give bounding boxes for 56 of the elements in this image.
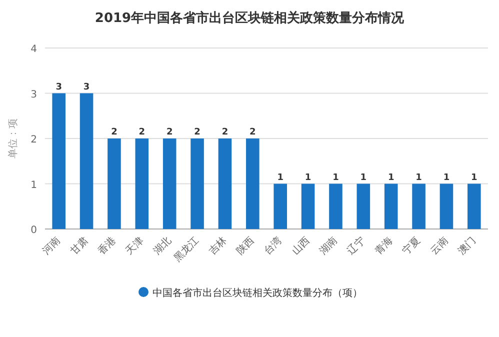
bar [329, 184, 342, 229]
x-tick-label: 台湾 [262, 234, 284, 258]
x-tick-label: 澳门 [456, 234, 478, 258]
data-label: 1 [332, 172, 339, 183]
bar [52, 93, 66, 229]
x-tick-label: 湖南 [317, 234, 340, 258]
x-tick-label: 吉林 [206, 234, 230, 258]
x-tick-label: 云南 [428, 234, 451, 258]
y-tick-label: 4 [30, 44, 37, 55]
x-tick-label: 湖北 [151, 234, 174, 258]
x-tick-label: 山西 [289, 234, 312, 258]
y-tick-label: 2 [30, 134, 37, 146]
data-label: 1 [304, 172, 312, 183]
data-label: 1 [360, 172, 367, 183]
bar [468, 184, 481, 229]
bar [80, 93, 94, 229]
data-label: 1 [443, 172, 450, 183]
x-tick-label: 辽宁 [344, 234, 368, 258]
data-label: 1 [277, 172, 284, 183]
x-tick-label: 香港 [96, 234, 118, 258]
y-tick-label: 1 [30, 180, 37, 191]
bar [162, 138, 176, 229]
data-label: 2 [138, 128, 146, 138]
chart-title: 2019年中国各省市出台区块链相关政策数量分布情况 [94, 10, 406, 26]
x-tick-label: 甘肃 [68, 234, 91, 258]
data-label: 1 [416, 172, 422, 183]
bar [246, 138, 260, 229]
bar [412, 184, 426, 229]
data-label: 3 [83, 82, 90, 92]
bar [384, 184, 398, 229]
bar [440, 184, 454, 229]
legend-label: 中国各省市出台区块链相关政策数量分布（项） [152, 287, 362, 299]
bar [135, 138, 149, 229]
data-label: 2 [111, 128, 118, 138]
data-label: 2 [166, 128, 173, 138]
data-label: 1 [471, 172, 478, 183]
data-label: 3 [56, 82, 62, 92]
x-tick-label: 宁夏 [400, 234, 423, 258]
bar [190, 138, 204, 229]
data-label: 2 [194, 128, 200, 138]
bar [108, 138, 121, 229]
x-tick-label: 黑龙江 [172, 234, 202, 264]
y-tick-label: 3 [30, 89, 37, 100]
bar [356, 184, 370, 229]
y-tick-label: 0 [30, 225, 37, 236]
y-axis-title: 单位：项 [7, 118, 19, 158]
bar [274, 184, 287, 229]
x-tick-label: 陕西 [234, 234, 257, 258]
x-tick-label: 河南 [40, 234, 63, 258]
bar [301, 184, 315, 229]
data-label: 2 [222, 128, 228, 138]
x-tick-label: 青海 [372, 234, 396, 258]
x-tick-label: 天津 [123, 234, 146, 258]
bar [218, 138, 232, 229]
data-label: 2 [250, 128, 256, 138]
data-label: 1 [388, 172, 394, 183]
